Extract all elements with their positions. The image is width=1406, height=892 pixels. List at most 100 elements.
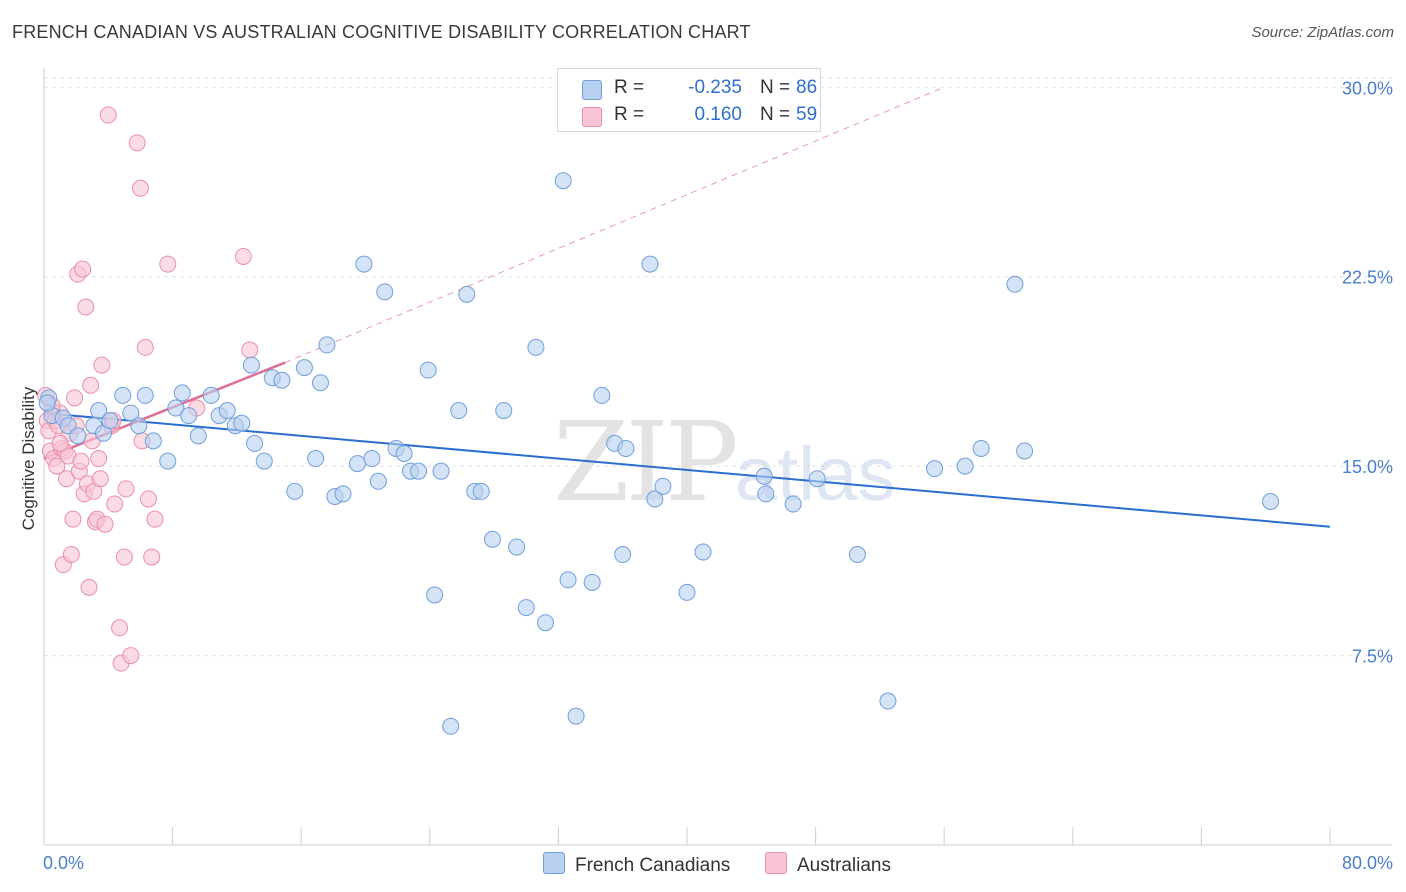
point-french-canadian — [180, 407, 198, 425]
point-french-canadian — [450, 402, 468, 420]
legend-swatch-pink — [582, 107, 602, 127]
point-french-canadian — [90, 402, 108, 420]
point-australian — [80, 578, 98, 596]
axis-labels: 7.5% 15.0% 22.5% 30.0% 0.0% 80.0% Cognitive Di… — [19, 78, 1393, 873]
point-australian — [66, 389, 84, 407]
point-french-canadian — [614, 546, 632, 564]
point-french-canadian — [646, 490, 664, 508]
point-french-canadian — [583, 573, 601, 591]
point-french-canadian — [136, 386, 154, 404]
point-australian — [117, 480, 135, 498]
point-australian — [122, 647, 140, 665]
y-tick-label: 7.5% — [1352, 647, 1393, 667]
legend-swatch-blue — [543, 852, 565, 874]
point-french-canadian — [202, 386, 220, 404]
point-french-canadian — [617, 439, 635, 457]
point-french-canadian — [755, 467, 773, 485]
x-tick-label: 80.0% — [1342, 853, 1393, 873]
point-french-canadian — [307, 450, 325, 468]
point-australian — [58, 470, 76, 488]
point-french-canadian — [593, 386, 611, 404]
legend-r-value: 0.160 — [694, 104, 742, 125]
point-french-canadian — [641, 255, 659, 273]
point-australian — [96, 515, 114, 533]
point-french-canadian — [311, 374, 329, 392]
point-australian — [128, 134, 146, 152]
x-tick-label: 0.0% — [43, 853, 84, 873]
point-french-canadian — [130, 417, 148, 435]
point-french-canadian — [757, 485, 775, 503]
point-australian — [234, 247, 252, 265]
point-australian — [74, 260, 92, 278]
point-french-canadian — [159, 452, 177, 470]
point-french-canadian — [114, 386, 132, 404]
stats-legend: R = -0.235 N = 86 R = 0.160 N = 59 — [557, 68, 821, 132]
trend-line-french-canadians — [43, 412, 1331, 528]
point-french-canadian — [255, 452, 273, 470]
watermark: ZIPatlas — [553, 398, 895, 526]
point-french-canadian — [654, 477, 672, 495]
point-australian — [159, 255, 177, 273]
point-french-canadian — [517, 599, 535, 617]
point-french-canadian — [233, 414, 251, 432]
point-french-canadian — [273, 371, 291, 389]
point-french-canadian — [567, 707, 585, 725]
point-french-canadian — [694, 543, 712, 561]
point-australian — [90, 450, 108, 468]
trend-extension-australians — [284, 86, 945, 364]
point-french-canadian — [784, 495, 802, 513]
y-tick-label: 22.5% — [1342, 268, 1393, 288]
legend-item-french-canadians: French Canadians — [543, 852, 730, 877]
point-french-canadian — [286, 482, 304, 500]
chart-title: FRENCH CANADIAN VS AUSTRALIAN COGNITIVE … — [12, 22, 751, 42]
point-french-canadian — [527, 338, 545, 356]
point-french-canadian — [432, 462, 450, 480]
point-french-canadian — [537, 614, 555, 632]
point-australian — [64, 510, 82, 528]
point-australian — [62, 546, 80, 564]
point-french-canadian — [508, 538, 526, 556]
legend-r-label: R = — [614, 104, 645, 125]
point-french-canadian — [369, 472, 387, 490]
point-french-canadian — [122, 404, 140, 422]
point-australian — [82, 376, 100, 394]
legend-label: French Canadians — [575, 855, 731, 876]
point-french-canadian — [848, 546, 866, 564]
point-french-canadian — [458, 285, 476, 303]
point-australian — [72, 452, 90, 470]
point-french-canadian — [334, 485, 352, 503]
point-french-canadian — [410, 462, 428, 480]
point-french-canadian — [483, 530, 501, 548]
point-french-canadian — [554, 172, 572, 190]
point-french-canadian — [879, 692, 897, 710]
point-australian — [241, 341, 259, 359]
y-axis-label: Cognitive Disability — [19, 386, 38, 530]
y-tick-label: 15.0% — [1342, 457, 1393, 477]
point-australian — [131, 179, 149, 197]
point-french-canadian — [173, 384, 191, 402]
axes — [43, 68, 1392, 846]
legend-n-label: N = — [760, 77, 791, 98]
point-french-canadian — [376, 283, 394, 301]
point-french-canadian — [395, 445, 413, 462]
point-french-canadian — [678, 583, 696, 601]
point-french-canadian — [318, 336, 336, 354]
data-points — [37, 91, 1280, 735]
point-french-canadian — [295, 359, 313, 377]
point-australian — [93, 356, 111, 374]
point-french-canadian — [1262, 492, 1280, 510]
point-french-canadian — [242, 356, 260, 374]
point-australian — [51, 434, 69, 452]
point-french-canadian — [1016, 442, 1034, 460]
point-australian — [77, 298, 95, 316]
point-australian — [48, 457, 66, 475]
point-french-canadian — [167, 399, 185, 417]
point-australian — [143, 548, 161, 566]
point-french-canadian — [926, 460, 944, 478]
legend-item-australians: Australians — [765, 852, 891, 877]
point-french-canadian — [559, 571, 577, 589]
legend-swatch-pink — [765, 852, 787, 874]
point-french-canadian — [426, 586, 444, 604]
point-french-canadian — [363, 450, 381, 468]
